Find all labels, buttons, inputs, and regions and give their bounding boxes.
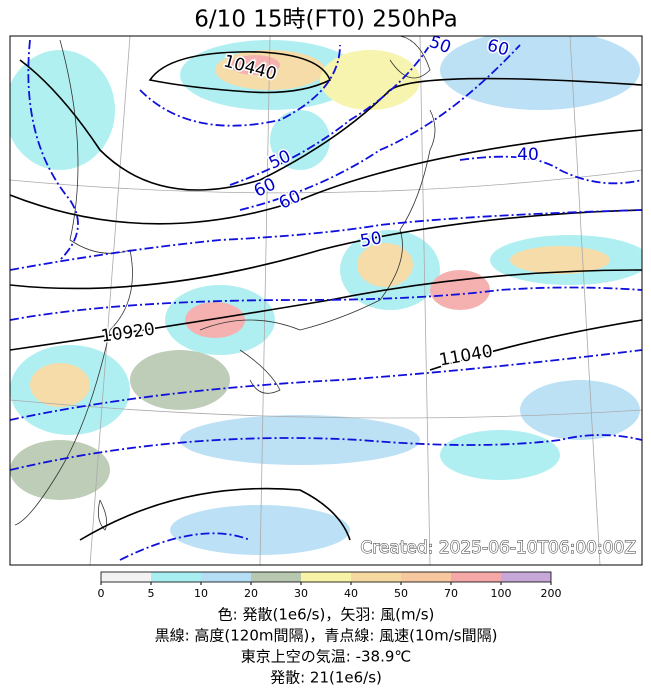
colorbar-segment: [401, 572, 451, 582]
colorbar-segment: [501, 572, 551, 582]
colorbar-segment: [451, 572, 501, 582]
title: 6/10 15時(FT0) 250hPa: [194, 7, 457, 33]
colorbar-tick-label: 5: [148, 587, 155, 600]
colorbar-tick-label: 30: [294, 587, 308, 600]
caption-line: 色: 発散(1e6/s)，矢羽: 風(m/s): [218, 606, 435, 624]
colorbar-tick-label: 200: [541, 587, 562, 600]
colorbar-tick-label: 20: [244, 587, 258, 600]
colorbar-tick-label: 50: [394, 587, 408, 600]
colorbar-tick-label: 0: [98, 587, 105, 600]
caption-line: 黒線: 高度(120m間隔)，青点線: 風速(10m/s間隔): [155, 627, 498, 645]
map-frame: [9, 35, 643, 566]
wind-speed-contours: [10, 39, 642, 561]
colorbar-segment: [251, 572, 301, 582]
colorbar-segment: [351, 572, 401, 582]
colorbar-frame: [100, 571, 552, 583]
colorbar-segment: [101, 572, 151, 582]
lat-lon-grid: [10, 36, 642, 565]
colorbar-tick-label: 10: [194, 587, 208, 600]
contour-label: 50: [359, 228, 384, 251]
map: 10440 50 60 50 60 60 40 50 10920 11040 C…: [10, 36, 642, 565]
colorbar-segment: [201, 572, 251, 582]
colorbar-tick-label: 40: [344, 587, 358, 600]
caption: 色: 発散(1e6/s)，矢羽: 風(m/s) 黒線: 高度(120m間隔)，青点…: [155, 606, 498, 687]
caption-line: 東京上空の気温: -38.9℃: [241, 648, 411, 666]
colorbar: 0 5 10 20 30 40 50 70 100 200: [98, 571, 562, 600]
colorbar-segment: [301, 572, 351, 582]
colorbar-tick-label: 70: [444, 587, 458, 600]
created-stamp: Created: 2025-06-10T06:00:00Z: [360, 538, 636, 558]
colorbar-segment: [151, 572, 201, 582]
caption-line: 発散: 21(1e6/s): [270, 669, 382, 687]
height-contours: [10, 51, 642, 541]
contour-label: 40: [517, 145, 539, 165]
colorbar-tick-label: 100: [491, 587, 512, 600]
